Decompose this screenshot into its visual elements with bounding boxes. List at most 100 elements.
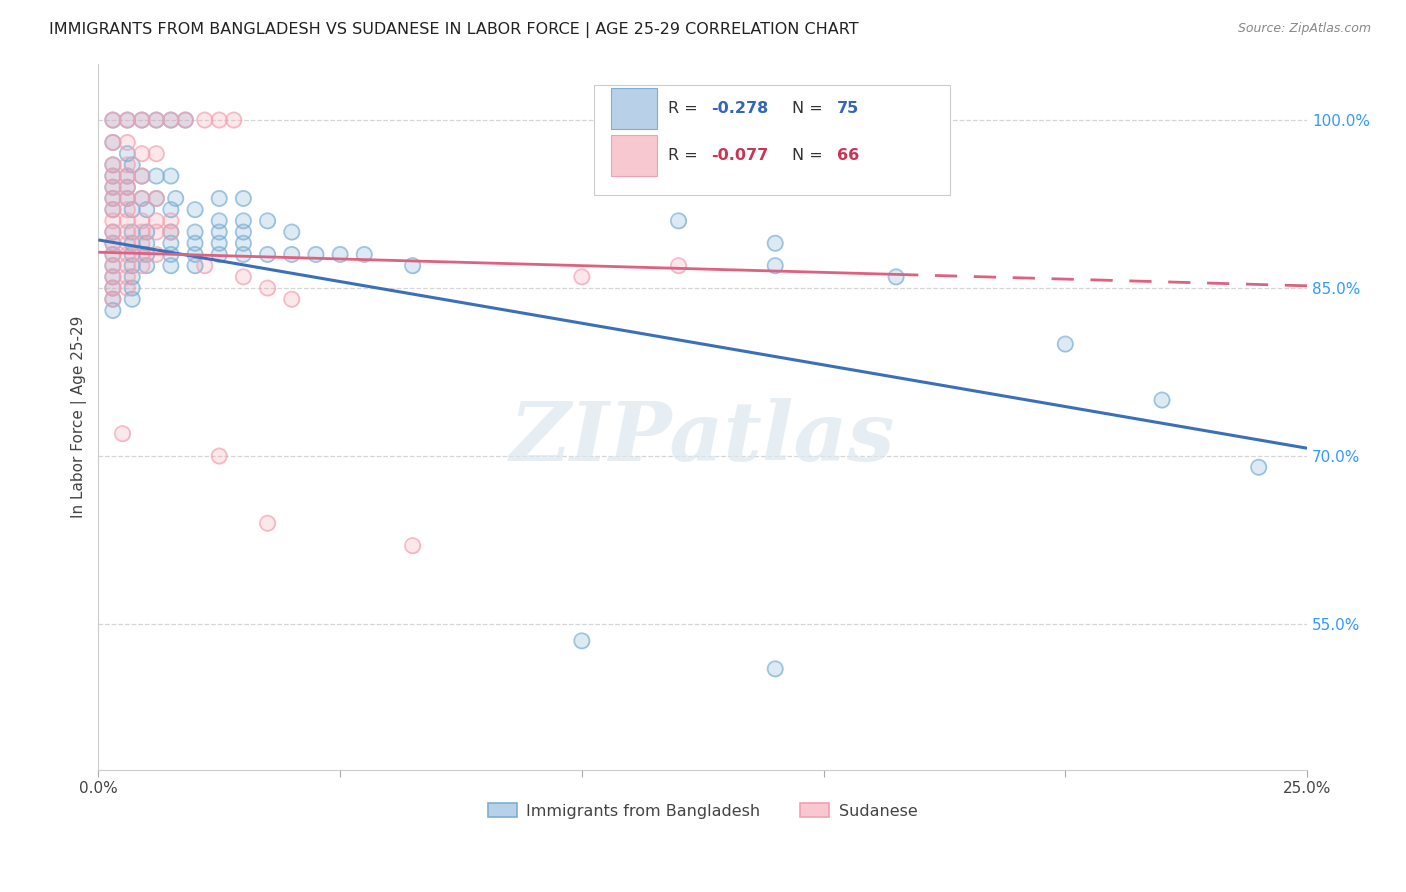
- Point: [208, 113, 231, 128]
- Point: [184, 247, 207, 261]
- Point: [232, 236, 254, 251]
- Point: [117, 169, 139, 183]
- Point: [160, 236, 183, 251]
- Point: [101, 303, 124, 318]
- Point: [121, 158, 143, 172]
- Point: [160, 113, 183, 128]
- FancyBboxPatch shape: [593, 86, 950, 194]
- Point: [117, 169, 139, 183]
- Point: [232, 225, 254, 239]
- Point: [184, 236, 207, 251]
- Point: [208, 225, 231, 239]
- Point: [131, 236, 153, 251]
- Point: [135, 247, 157, 261]
- Point: [232, 214, 254, 228]
- Text: N =: N =: [792, 148, 828, 163]
- Point: [232, 214, 254, 228]
- Point: [101, 259, 124, 273]
- Point: [145, 225, 167, 239]
- Point: [208, 449, 231, 463]
- Point: [194, 259, 217, 273]
- Point: [101, 247, 124, 261]
- Point: [131, 191, 153, 205]
- Point: [160, 113, 183, 128]
- Point: [135, 236, 157, 251]
- Point: [101, 259, 124, 273]
- Point: [208, 225, 231, 239]
- Point: [208, 449, 231, 463]
- Point: [401, 259, 423, 273]
- Point: [101, 269, 124, 284]
- Point: [101, 180, 124, 194]
- Point: [117, 214, 139, 228]
- Point: [131, 113, 153, 128]
- Point: [131, 225, 153, 239]
- Point: [353, 247, 375, 261]
- Text: -0.278: -0.278: [711, 102, 769, 116]
- Point: [101, 202, 124, 217]
- Point: [131, 169, 153, 183]
- Point: [194, 113, 217, 128]
- Point: [884, 269, 907, 284]
- Point: [280, 247, 302, 261]
- Point: [101, 169, 124, 183]
- Point: [117, 180, 139, 194]
- Point: [160, 236, 183, 251]
- Point: [131, 191, 153, 205]
- Point: [101, 158, 124, 172]
- Point: [101, 191, 124, 205]
- Point: [101, 247, 124, 261]
- Point: [101, 214, 124, 228]
- Point: [1054, 337, 1077, 351]
- Point: [117, 113, 139, 128]
- Point: [131, 259, 153, 273]
- Point: [117, 113, 139, 128]
- Point: [121, 247, 143, 261]
- Point: [131, 169, 153, 183]
- Point: [208, 214, 231, 228]
- Point: [121, 269, 143, 284]
- Point: [763, 236, 786, 251]
- Point: [135, 202, 157, 217]
- Point: [131, 113, 153, 128]
- Point: [101, 113, 124, 128]
- Point: [160, 225, 183, 239]
- Point: [184, 225, 207, 239]
- Point: [145, 113, 167, 128]
- Point: [121, 259, 143, 273]
- Point: [232, 269, 254, 284]
- Point: [117, 281, 139, 295]
- Point: [101, 113, 124, 128]
- Point: [571, 269, 593, 284]
- Point: [121, 281, 143, 295]
- Point: [160, 225, 183, 239]
- Point: [101, 292, 124, 306]
- Point: [280, 247, 302, 261]
- Point: [117, 191, 139, 205]
- Point: [101, 292, 124, 306]
- Point: [135, 236, 157, 251]
- Point: [135, 225, 157, 239]
- Point: [160, 225, 183, 239]
- Point: [1054, 337, 1077, 351]
- Point: [117, 113, 139, 128]
- Point: [194, 113, 217, 128]
- Point: [117, 247, 139, 261]
- Point: [571, 269, 593, 284]
- Point: [160, 247, 183, 261]
- Point: [131, 169, 153, 183]
- Point: [131, 247, 153, 261]
- Point: [101, 236, 124, 251]
- Point: [135, 225, 157, 239]
- Point: [145, 214, 167, 228]
- Point: [208, 191, 231, 205]
- Point: [160, 202, 183, 217]
- Point: [121, 202, 143, 217]
- Text: 66: 66: [837, 148, 859, 163]
- Point: [117, 136, 139, 150]
- Point: [668, 259, 690, 273]
- Point: [117, 225, 139, 239]
- Point: [131, 113, 153, 128]
- Point: [135, 259, 157, 273]
- Point: [101, 180, 124, 194]
